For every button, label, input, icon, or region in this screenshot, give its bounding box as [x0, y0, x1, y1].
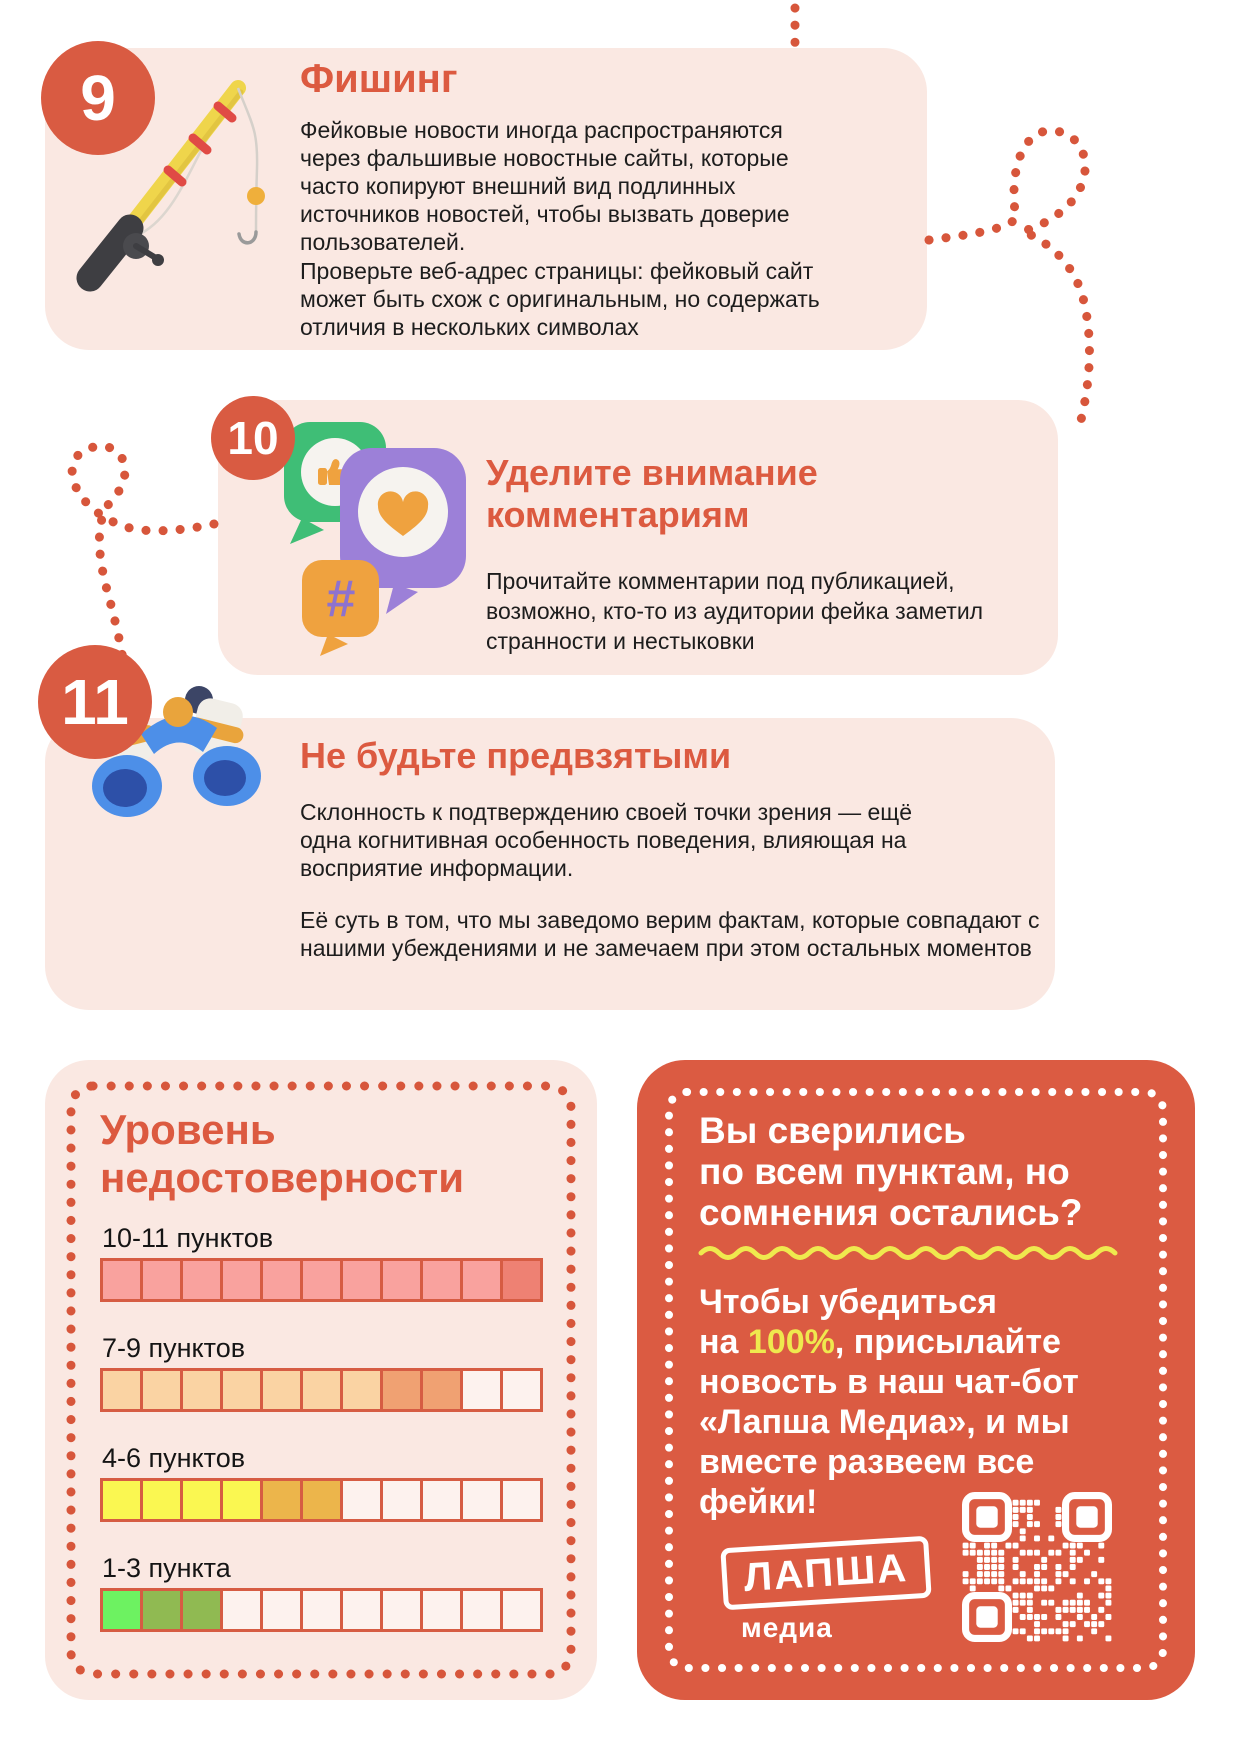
- level-cell: [420, 1258, 463, 1302]
- level-cell: [460, 1588, 503, 1632]
- cta-title: Вы сверились по всем пунктам, но сомнения …: [699, 1110, 1083, 1233]
- badge-11-number: 11: [61, 666, 129, 738]
- dotted-squiggle-right: [924, 126, 1094, 425]
- level-cell: [300, 1478, 343, 1522]
- svg-text:#: #: [327, 570, 356, 628]
- level-cell: [220, 1588, 263, 1632]
- level-cell: [300, 1588, 343, 1632]
- card-bias-title: Не будьте предвзятыми: [300, 735, 732, 776]
- level-cell: [180, 1478, 223, 1522]
- level-cell: [500, 1588, 543, 1632]
- cta-body-pre: на: [699, 1323, 748, 1361]
- level-row-label: 4-6 пунктов: [102, 1443, 246, 1473]
- level-row: 1-3 пункта: [100, 1553, 543, 1632]
- level-cell: [340, 1588, 383, 1632]
- badge-11: 11: [38, 645, 152, 759]
- fishing-rod-icon: [76, 80, 265, 292]
- level-cell: [420, 1368, 463, 1412]
- level-cell: [380, 1258, 423, 1302]
- level-row-bar: [100, 1588, 543, 1632]
- level-cell: [100, 1588, 143, 1632]
- level-row: 4-6 пунктов: [100, 1443, 543, 1522]
- level-cell: [260, 1588, 303, 1632]
- dotted-squiggle-left: [67, 441, 219, 665]
- level-cell: [500, 1478, 543, 1522]
- cta-body-rest: , присылайте новость в наш чат-бот «Лапш…: [699, 1323, 1079, 1521]
- level-row-bar: [100, 1368, 543, 1412]
- level-cell: [340, 1258, 383, 1302]
- level-cell: [100, 1478, 143, 1522]
- level-row-label: 1-3 пункта: [102, 1553, 231, 1583]
- level-cell: [500, 1258, 543, 1302]
- level-panel-title: Уровень недостоверности: [100, 1106, 465, 1201]
- cta-panel: Вы сверились по всем пунктам, но сомнения …: [637, 1060, 1195, 1700]
- level-cell: [500, 1368, 543, 1412]
- card-phishing: [45, 48, 927, 350]
- level-panel: Уровень недостоверности 10-11 пунктов 7-9…: [45, 1060, 597, 1700]
- card-comments-paragraph-1: Прочитайте комментарии под публикацией, …: [486, 568, 984, 654]
- level-cell: [140, 1588, 183, 1632]
- level-row: 7-9 пунктов: [100, 1333, 543, 1412]
- level-cell: [380, 1368, 423, 1412]
- level-cell: [140, 1258, 183, 1302]
- level-cell: [140, 1478, 183, 1522]
- wavy-underline: [698, 1246, 1118, 1260]
- level-cell: [300, 1368, 343, 1412]
- level-cell: [340, 1368, 383, 1412]
- qr-code: [962, 1492, 1112, 1642]
- card-phishing-paragraph-2: Проверьте веб-адрес страницы: фейковый с…: [300, 258, 820, 340]
- level-row-label: 10-11 пунктов: [102, 1223, 274, 1253]
- card-comments-title: Уделите внимание комментариям: [486, 452, 818, 535]
- social-bubbles-icon: #: [284, 422, 466, 656]
- level-row-bar: [100, 1258, 543, 1302]
- cta-body-line1: Чтобы убедиться: [699, 1283, 997, 1321]
- level-cell: [180, 1258, 223, 1302]
- lapsha-media-logo-subtitle: медиа: [741, 1612, 833, 1643]
- level-cell: [180, 1368, 223, 1412]
- card-bias-paragraph-2: Её суть в том, что мы заведомо верим фак…: [300, 907, 1040, 961]
- level-cell: [220, 1478, 263, 1522]
- level-cell: [460, 1258, 503, 1302]
- level-row-bar: [100, 1478, 543, 1522]
- level-cell: [100, 1368, 143, 1412]
- lapsha-media-logo: ЛАПША: [720, 1535, 932, 1611]
- lapsha-logo-text: ЛАПША: [742, 1545, 910, 1600]
- badge-10: 10: [211, 396, 295, 480]
- level-cell: [260, 1258, 303, 1302]
- cta-body-highlight: 100%: [747, 1323, 835, 1361]
- level-cell: [420, 1588, 463, 1632]
- level-cell: [180, 1588, 223, 1632]
- level-cell: [460, 1478, 503, 1522]
- card-bias-paragraph-1: Склонность к подтверждению своей точки з…: [300, 799, 913, 881]
- level-cell: [300, 1258, 343, 1302]
- level-cell: [140, 1368, 183, 1412]
- level-row-label: 7-9 пунктов: [102, 1333, 246, 1363]
- cta-body: Чтобы убедиться на 100%, присылайте ново…: [699, 1282, 1161, 1522]
- level-cell: [260, 1368, 303, 1412]
- badge-9: 9: [41, 41, 155, 155]
- level-rows: 10-11 пунктов 7-9 пунктов 4-6 пунктов 1-3 п…: [100, 1223, 543, 1663]
- level-row: 10-11 пунктов: [100, 1223, 543, 1302]
- card-phishing-title: Фишинг: [300, 57, 458, 101]
- level-cell: [220, 1368, 263, 1412]
- level-cell: [460, 1368, 503, 1412]
- level-cell: [260, 1478, 303, 1522]
- level-cell: [380, 1478, 423, 1522]
- level-cell: [380, 1588, 423, 1632]
- card-phishing-paragraph-1: Фейковые новости иногда распространяются…: [300, 117, 790, 255]
- level-cell: [340, 1478, 383, 1522]
- badge-10-number: 10: [227, 412, 279, 464]
- level-cell: [100, 1258, 143, 1302]
- badge-9-number: 9: [80, 62, 116, 134]
- level-cell: [220, 1258, 263, 1302]
- level-cell: [420, 1478, 463, 1522]
